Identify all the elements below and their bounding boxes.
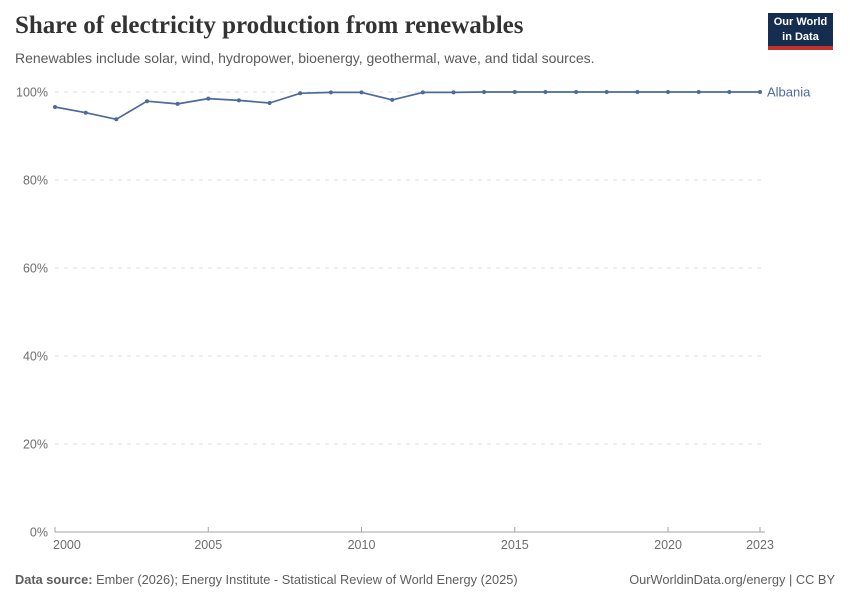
data-point [206, 96, 211, 101]
logo-line2: in Data [782, 30, 819, 43]
data-point [298, 91, 303, 96]
y-axis-label: 80% [23, 174, 48, 188]
data-point [727, 90, 732, 94]
data-point [758, 90, 762, 94]
x-axis-label: 2005 [194, 538, 222, 552]
data-point [83, 110, 88, 115]
series-end-label: Albania [767, 85, 811, 100]
chart-title: Share of electricity production from ren… [15, 12, 524, 39]
y-axis-label: 20% [23, 438, 48, 452]
data-point [543, 90, 548, 94]
data-point [635, 90, 640, 94]
owid-logo-text: Our World in Data [774, 15, 828, 44]
data-point [451, 90, 456, 95]
data-point [328, 90, 333, 95]
data-source-note: Data source: Ember (2026); Energy Instit… [15, 572, 518, 587]
data-point [390, 97, 395, 102]
data-point [666, 90, 670, 94]
y-axis-label: 100% [16, 86, 48, 100]
data-source-label: Data source: [15, 571, 93, 587]
x-axis-label: 2010 [348, 538, 376, 552]
data-point [512, 90, 517, 94]
data-point [420, 90, 425, 95]
x-axis-label: 2023 [746, 538, 774, 552]
chart-footer: Data source: Ember (2026); Energy Instit… [15, 570, 835, 588]
data-point [114, 117, 119, 122]
data-point [359, 90, 364, 95]
data-point [53, 105, 57, 109]
x-axis-label: 2020 [654, 538, 682, 552]
data-point [604, 90, 609, 94]
logo-line1: Our World [773, 16, 828, 29]
x-axis-label: 2000 [53, 538, 81, 552]
x-axis-label: 2015 [501, 538, 529, 552]
owid-logo: Our World in Data [768, 13, 833, 50]
data-point [175, 101, 180, 106]
data-point [236, 98, 241, 103]
data-source-text: Ember (2026); Energy Institute - Statist… [96, 571, 518, 587]
y-axis-label: 0% [30, 526, 48, 540]
data-point [482, 90, 487, 94]
data-point [145, 99, 149, 104]
data-point [267, 101, 272, 105]
attribution-note: OurWorldinData.org/energy | CC BY [629, 571, 835, 587]
series-line [54, 91, 761, 121]
y-axis-label: 60% [23, 262, 48, 276]
y-axis-label: 40% [23, 350, 48, 364]
chart-subtitle: Renewables include solar, wind, hydropow… [15, 50, 595, 66]
data-point [696, 90, 701, 94]
data-point [574, 90, 579, 94]
